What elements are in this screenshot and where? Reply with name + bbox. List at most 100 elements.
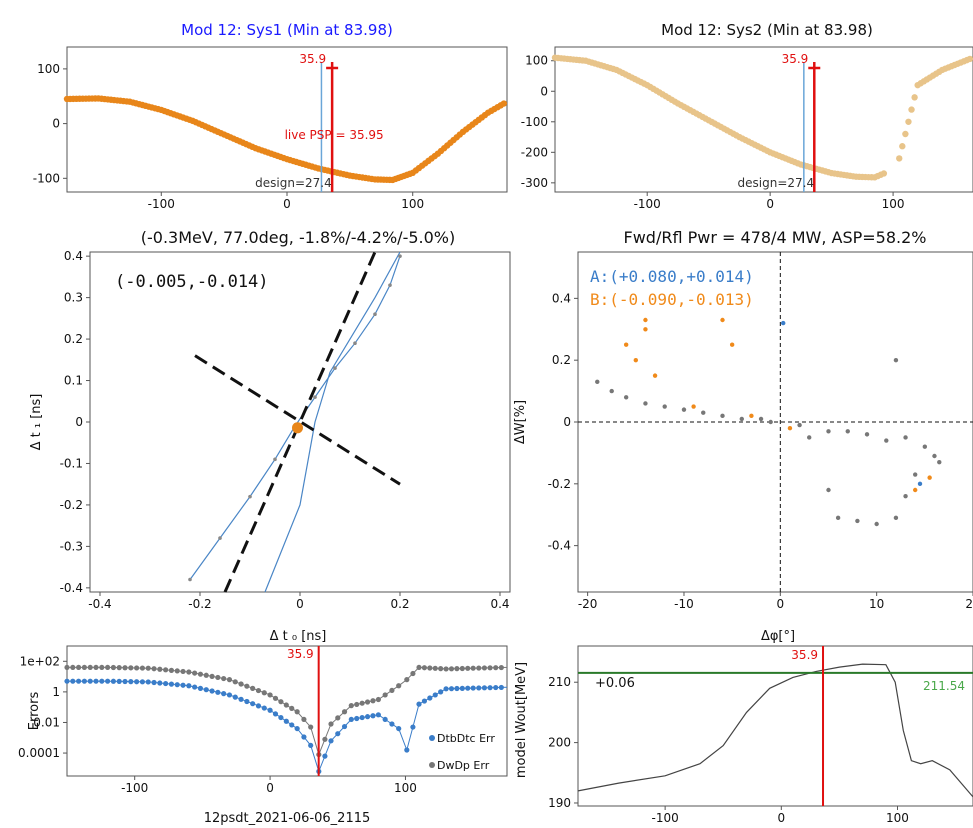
errors-series-0-point-15-3 — [459, 685, 465, 691]
errors-series-0-point-4-6 — [261, 705, 267, 711]
sys1-psp-label: 35.9 — [299, 52, 326, 66]
panel-sys1: Mod 12: Sys1 (Min at 83.98) -100 0 100 100 0… — [33, 21, 508, 211]
errors-series-1-point-15-3 — [459, 665, 465, 672]
errors-series-1-point-3-0 — [186, 669, 192, 675]
errors-series-0-point-2-6 — [180, 682, 186, 688]
phase-gray-point-9 — [758, 416, 764, 422]
errors-series-0-point-5-1 — [272, 711, 279, 717]
errors-series-0-point-2-5 — [174, 682, 180, 688]
sys2-xtick-label-2: 100 — [882, 197, 905, 211]
errors-series-1-point-1-6 — [139, 665, 146, 671]
dt-curve-a-point-2 — [248, 494, 252, 499]
sys2-series-b-point-2-9 — [966, 55, 973, 63]
errors-series-0-point-4-5 — [255, 703, 262, 709]
errors-series-0-point-1-1 — [110, 678, 117, 684]
errors-series-1-point-13-1 — [410, 670, 416, 677]
phase-gray-point-6 — [701, 410, 706, 415]
errors-series-0-point-1-3 — [122, 678, 128, 685]
errors-series-0-point-16-1 — [476, 685, 482, 691]
errors-series-0-point-14-2 — [427, 695, 433, 701]
wout-xtick-label-2: 100 — [886, 811, 909, 825]
errors-series-0-point-10-0 — [348, 716, 354, 723]
errors-series-1-point-14-4 — [438, 666, 444, 672]
errors-series-1-point-16-0 — [470, 665, 476, 671]
errors-series-0-point-16-3 — [487, 685, 493, 691]
phase-gray-point-12 — [807, 435, 812, 440]
phase-gray-point-11 — [797, 422, 802, 428]
sys2-series-b-point-0-3 — [905, 118, 912, 125]
errors-series-0-point-16-4 — [493, 684, 499, 691]
errors-series-0-point-5-4 — [289, 722, 295, 728]
errors-series-1-point-16-4 — [493, 665, 499, 671]
errors-series-1-point-15-4 — [465, 665, 471, 671]
errors-series-1-point-6-1 — [301, 716, 307, 723]
dt-ytick-label-3: 0.1 — [64, 374, 83, 388]
errors-series-0-point-11-2 — [389, 721, 395, 727]
errors-series-1-point-14-2 — [427, 665, 433, 671]
phase-ytick-label-1: 0.2 — [552, 353, 571, 367]
errors-series-1-point-2-5 — [174, 668, 180, 674]
errors-series-1-point-4-0 — [226, 677, 233, 683]
phase-xtick-label-1: -10 — [674, 597, 694, 611]
wout-ytick-label-1: 200 — [548, 736, 571, 750]
dt-ytick-label-7: -0.3 — [60, 539, 83, 553]
errors-series-1-point-15-0 — [443, 666, 449, 672]
errors-series-0-point-15-0 — [443, 686, 449, 692]
errors-series-0-point-10-2 — [359, 714, 365, 721]
errors-series-1-point-0-6 — [99, 664, 105, 671]
dt-curve-a-point-1 — [218, 536, 222, 540]
errors-series-0-point-0-6 — [99, 678, 105, 684]
errors-series-1-point-3-2 — [197, 671, 204, 677]
errors-ylabel: Errors — [27, 692, 42, 731]
phase-gray-point-25 — [903, 493, 908, 499]
phase-orange-point-8 — [749, 413, 754, 419]
phase-xtick-label-3: 10 — [869, 597, 884, 611]
errors-series-0-point-6-0 — [294, 725, 300, 732]
sys2-ytick-label-2: -100 — [521, 115, 548, 129]
sys1-live-psp-label: live PSP = 35.95 — [285, 128, 384, 142]
errors-series-0-point-3-5 — [215, 689, 221, 695]
wout-xtick-label-1: 0 — [777, 811, 785, 825]
phase-gray-point-24 — [893, 515, 899, 521]
errors-series-0-point-2-1 — [151, 679, 157, 686]
dt-ytick-label-8: -0.4 — [60, 581, 83, 595]
errors-series-1-point-2-3 — [163, 667, 169, 673]
sys1-series-point-15-5 — [500, 100, 508, 107]
errors-series-0-point-9-0 — [328, 738, 334, 744]
errors-series-1-point-12-0 — [396, 683, 402, 689]
errors-series-1-point-0-2 — [76, 664, 82, 671]
errors-series-0-point-5-0 — [267, 707, 273, 713]
panel-sys2: Mod 12: Sys2 (Min at 83.98) -100 0 100 100 0… — [521, 21, 973, 211]
errors-series-1-point-13-0 — [404, 677, 410, 683]
errors-series-1-point-6-0 — [294, 709, 300, 715]
phase-ytick-label-2: 0 — [563, 415, 571, 429]
errors-series-0-point-4-1 — [232, 694, 238, 700]
phase-gray-point-10 — [768, 419, 773, 425]
phase-orange-point-9 — [787, 425, 793, 431]
phase-orange-point-11 — [927, 475, 932, 480]
errors-series-0-point-16-2 — [481, 685, 488, 691]
panel-errors: Errors -100 0 100 1e+02 1 0.01 0.0001 DtbDtc Er… — [18, 645, 508, 795]
errors-series-1-point-5-3 — [283, 702, 289, 708]
errors-series-0-point-3-2 — [197, 685, 204, 691]
errors-series-1-point-1-5 — [134, 665, 140, 671]
sys1-xtick-label-2: 100 — [401, 197, 424, 211]
errors-series-0-point-13-0 — [404, 747, 410, 753]
errors-series-1-point-16-1 — [476, 665, 482, 671]
sys1-ytick-label-0: 100 — [37, 62, 60, 76]
errors-series-1-point-3-6 — [221, 675, 227, 682]
sys2-series-point-11-3 — [880, 170, 888, 177]
errors-series-0-point-12-0 — [396, 725, 402, 732]
wout-psp-label: 35.9 — [791, 648, 818, 662]
phase-blue-point-1 — [917, 481, 923, 487]
errors-series-1-point-3-4 — [209, 673, 215, 679]
errors-series-1-point-7-0 — [308, 724, 314, 730]
errors-series-1-point-11-0 — [375, 696, 381, 703]
phase-gray-point-13 — [826, 429, 831, 434]
dt-center-point — [292, 422, 303, 434]
errors-series-1-point-14-1 — [421, 665, 428, 671]
errors-psp-label: 35.9 — [287, 647, 314, 661]
errors-series-1-point-14-3 — [432, 665, 438, 671]
phase-gray-point-26 — [912, 472, 918, 477]
